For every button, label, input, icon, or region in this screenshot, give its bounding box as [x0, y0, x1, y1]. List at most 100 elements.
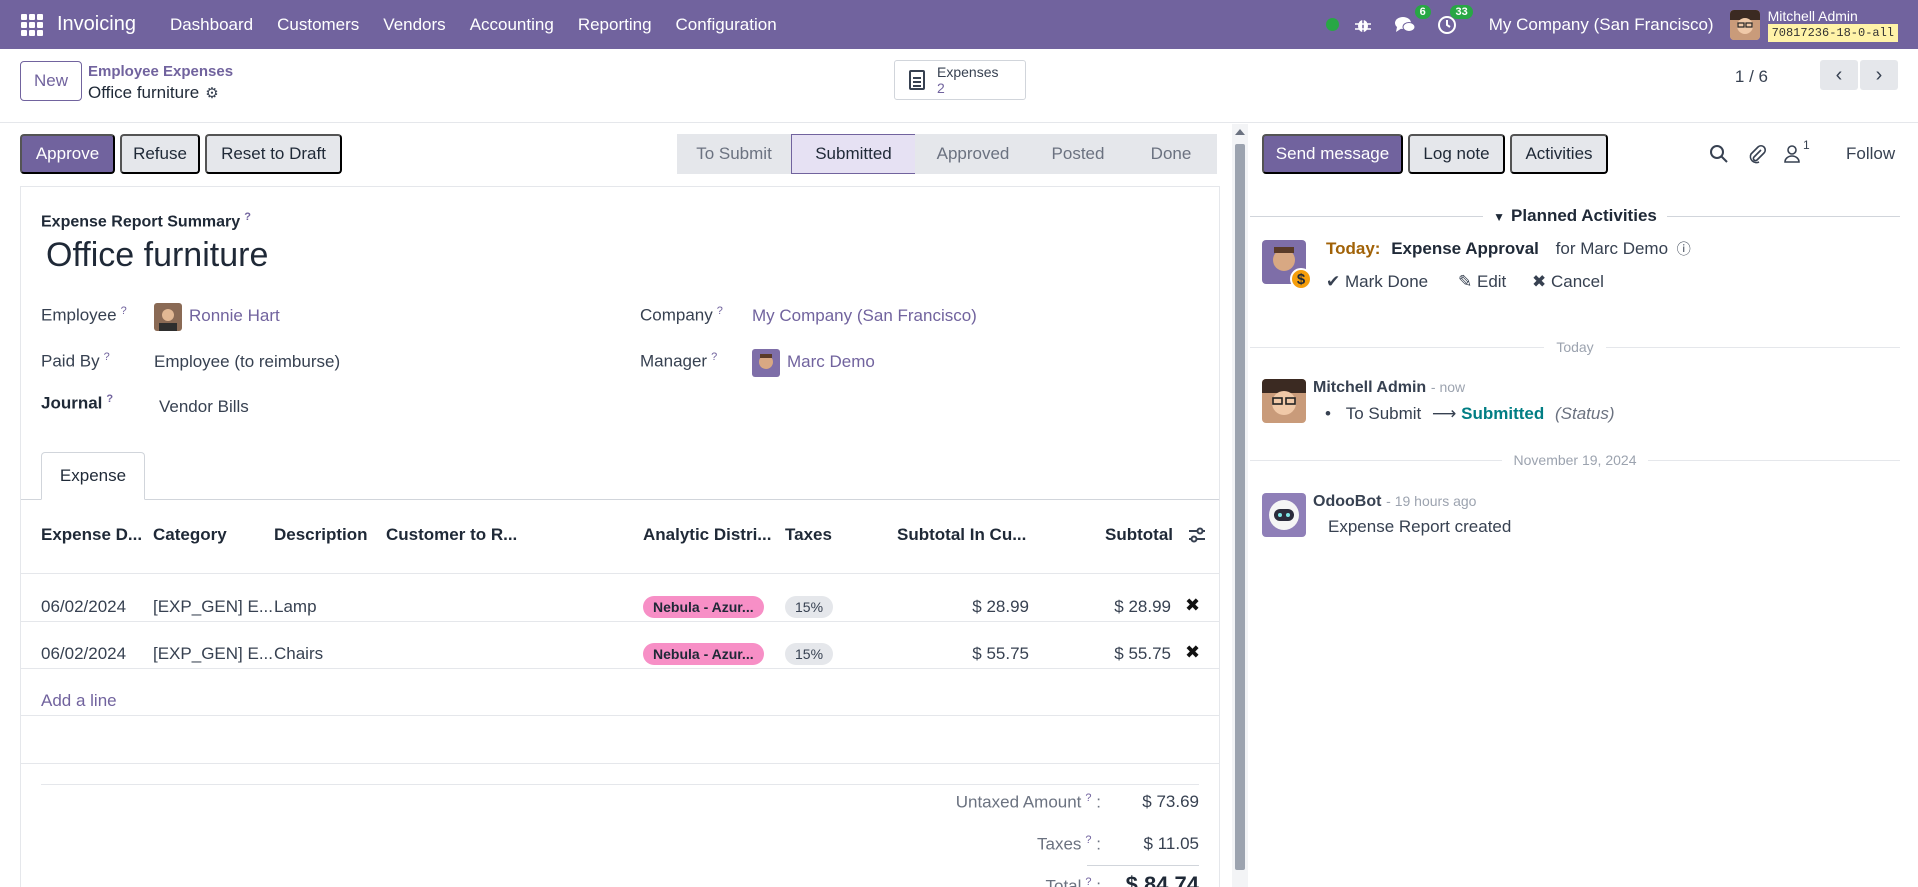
scroll-up-icon[interactable] — [1235, 129, 1245, 135]
row-subtotal: $ 28.99 — [1114, 597, 1171, 616]
company-field[interactable]: My Company (San Francisco) — [752, 306, 977, 325]
employee-field[interactable]: Ronnie Hart — [189, 306, 280, 325]
menu-customers[interactable]: Customers — [277, 14, 360, 34]
tracking-old-value: To Submit — [1345, 404, 1422, 423]
tracking-value: • To Submit ⟶ Submitted (Status) — [1325, 404, 1615, 424]
reset-to-draft-button[interactable]: Reset to Draft — [205, 134, 342, 174]
add-line-link[interactable]: Add a line — [41, 691, 117, 710]
activity-assignee: for Marc Demo — [1555, 239, 1669, 258]
menu-accounting[interactable]: Accounting — [469, 14, 554, 34]
gear-icon[interactable]: ⚙ — [205, 85, 219, 102]
help-icon[interactable]: ? — [1085, 876, 1092, 887]
company-switcher[interactable]: My Company (San Francisco) — [1488, 14, 1714, 34]
mark-done-button[interactable]: ✔ Mark Done — [1326, 272, 1428, 292]
col-expense-date[interactable]: Expense D... — [41, 525, 143, 544]
stage-to-submit[interactable]: To Submit — [677, 134, 791, 174]
stage-submitted[interactable]: Submitted — [791, 134, 915, 174]
column-settings-icon[interactable] — [1187, 525, 1207, 548]
help-icon[interactable]: ? — [1085, 834, 1092, 846]
row-subtotal: $ 55.75 — [1114, 644, 1171, 663]
debug-bug-icon[interactable] — [1351, 13, 1375, 37]
delete-row-icon[interactable]: ✖ — [1185, 642, 1201, 662]
presence-status-icon — [1325, 18, 1339, 31]
help-icon[interactable]: ? — [106, 393, 114, 405]
help-icon[interactable]: ? — [716, 305, 723, 317]
message-author[interactable]: Mitchell Admin — [1313, 379, 1427, 396]
total-label: Total? : — [801, 876, 1102, 887]
help-icon[interactable]: ? — [120, 305, 127, 317]
followers-icon[interactable]: 1 — [1783, 138, 1810, 170]
delete-row-icon[interactable]: ✖ — [1185, 595, 1201, 615]
refuse-button[interactable]: Refuse — [120, 134, 200, 174]
col-category[interactable]: Category — [153, 525, 227, 544]
cancel-activity-button[interactable]: ✖ Cancel — [1532, 272, 1604, 292]
col-customer[interactable]: Customer to R... — [386, 525, 518, 544]
smart-button-label: Expenses — [937, 64, 999, 80]
help-icon[interactable]: ? — [1085, 792, 1092, 804]
col-analytic[interactable]: Analytic Distri... — [643, 525, 772, 544]
analytic-tag: Nebula - Azur... — [643, 596, 764, 618]
form-scrollbar[interactable] — [1232, 124, 1248, 887]
mark-done-label: Mark Done — [1344, 272, 1429, 291]
activity-due: Today: — [1326, 239, 1381, 258]
menu-vendors[interactable]: Vendors — [383, 14, 446, 34]
pager-previous-button[interactable]: ‹ — [1820, 60, 1858, 90]
activities-button[interactable]: Activities — [1510, 134, 1608, 174]
planned-activities-header[interactable]: ▼ Planned Activities — [1250, 206, 1901, 226]
approve-button[interactable]: Approve — [20, 134, 115, 174]
help-icon[interactable]: ? — [244, 211, 251, 223]
stage-posted[interactable]: Posted — [1031, 134, 1125, 174]
col-subtotal[interactable]: Subtotal — [1105, 525, 1173, 544]
messages-badge: 6 — [1414, 4, 1431, 19]
help-icon[interactable]: ? — [103, 351, 110, 363]
menu-configuration[interactable]: Configuration — [675, 14, 777, 34]
message-author[interactable]: OdooBot — [1313, 493, 1382, 510]
app-name[interactable]: Invoicing — [57, 13, 136, 35]
manager-field[interactable]: Marc Demo — [787, 352, 875, 371]
form-view: Approve Refuse Reset to Draft To Submit … — [0, 124, 1230, 887]
col-description[interactable]: Description — [274, 525, 368, 544]
search-icon[interactable] — [1709, 144, 1729, 170]
col-taxes[interactable]: Taxes — [785, 525, 832, 544]
totals-divider — [41, 784, 1199, 785]
follow-button[interactable]: Follow — [1846, 144, 1896, 163]
form-sheet: Expense Report Summary? Office furniture… — [20, 186, 1220, 887]
apps-menu-icon[interactable] — [21, 13, 43, 36]
journal-field[interactable]: Vendor Bills — [159, 397, 249, 416]
expenses-smart-button[interactable]: Expenses 2 — [894, 60, 1026, 100]
user-menu[interactable]: Mitchell Admin 70817236-18-0-all — [1767, 8, 1898, 42]
edit-activity-button[interactable]: ✎ Edit — [1458, 272, 1506, 292]
menu-dashboard[interactable]: Dashboard — [169, 14, 254, 34]
activity-title: Expense Approval — [1391, 239, 1539, 258]
user-avatar[interactable] — [1729, 9, 1760, 40]
menu-reporting[interactable]: Reporting — [577, 14, 652, 34]
pager-next-button[interactable]: › — [1860, 60, 1898, 90]
report-title[interactable]: Office furniture — [46, 236, 269, 274]
stage-done[interactable]: Done — [1125, 134, 1217, 174]
new-button[interactable]: New — [20, 61, 82, 101]
send-message-button[interactable]: Send message — [1262, 134, 1403, 174]
breadcrumb-parent[interactable]: Employee Expenses — [88, 63, 234, 80]
stage-approved[interactable]: Approved — [915, 134, 1031, 174]
tab-expense-label: Expense — [59, 466, 127, 485]
control-panel: New Employee Expenses Office furniture ⚙… — [0, 49, 1918, 123]
activities-clock-icon[interactable]: 33 — [1435, 4, 1473, 37]
col-subtotal-currency[interactable]: Subtotal In Cu... — [897, 525, 1027, 544]
pager-value[interactable]: 1 / 6 — [1734, 67, 1768, 86]
message-header: Mitchell Admin - now — [1313, 377, 1465, 397]
tracking-field-name: (Status) — [1554, 404, 1615, 423]
close-icon: ✖ — [1532, 272, 1547, 291]
tab-expense[interactable]: Expense — [41, 452, 145, 500]
odoobot-avatar[interactable] — [1262, 493, 1306, 537]
status-bar: To Submit Submitted Approved Posted Done — [677, 134, 1217, 174]
info-icon[interactable]: ⓘ — [1676, 241, 1691, 257]
log-note-button[interactable]: Log note — [1408, 134, 1505, 174]
messages-icon[interactable]: 6 — [1393, 4, 1431, 37]
scroll-thumb[interactable] — [1235, 144, 1245, 870]
author-avatar[interactable] — [1262, 379, 1306, 423]
date-separator: Today — [1250, 339, 1901, 355]
help-icon[interactable]: ? — [711, 351, 718, 363]
paperclip-icon[interactable] — [1747, 144, 1767, 170]
paid-by-field[interactable]: Employee (to reimburse) — [154, 352, 341, 371]
row-divider — [21, 668, 1219, 669]
